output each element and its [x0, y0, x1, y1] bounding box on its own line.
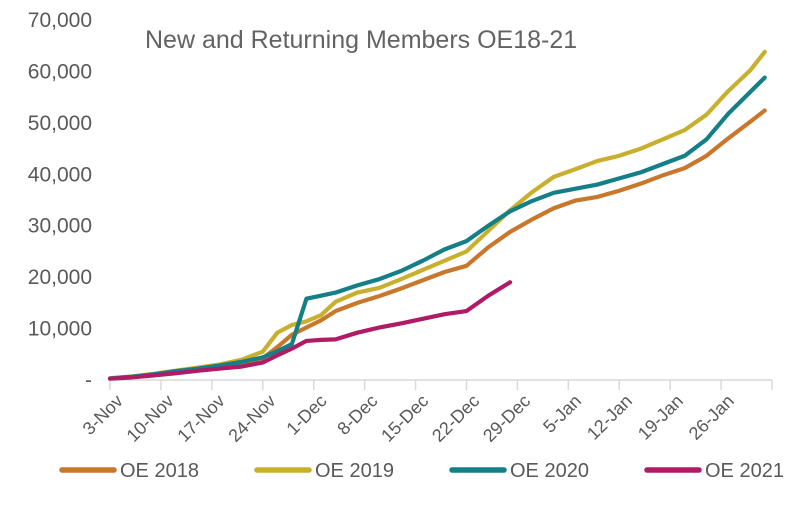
legend-label-oe-2021[interactable]: OE 2021 [705, 460, 784, 482]
series-line-oe-2021 [107, 280, 513, 381]
y-axis-tick-label: 20,000 [28, 266, 92, 289]
legend-label-oe-2020[interactable]: OE 2020 [510, 460, 589, 482]
series-lines [107, 49, 767, 381]
legend-label-oe-2018[interactable]: OE 2018 [120, 460, 199, 482]
y-axis-tick-label: 70,000 [28, 9, 92, 32]
legend-label-oe-2019[interactable]: OE 2019 [315, 460, 394, 482]
y-axis-tick-label: 30,000 [28, 215, 92, 238]
y-axis-tick-label: 60,000 [28, 60, 92, 83]
chart-title: New and Returning Members OE18-21 [145, 26, 577, 54]
y-axis: 70,000 60,000 50,000 40,000 30,000 20,000 10,0… [28, 9, 772, 392]
y-axis-tick-label: 50,000 [28, 112, 92, 135]
series-line-oe-2020 [107, 75, 767, 381]
y-axis-tick-label: 10,000 [28, 318, 92, 341]
y-axis-tick-label: - [85, 369, 92, 392]
chart-legend[interactable]: OE 2018 OE 2019 OE 2020 OE 2021 [59, 460, 784, 482]
y-axis-tick-label: 40,000 [28, 163, 92, 186]
